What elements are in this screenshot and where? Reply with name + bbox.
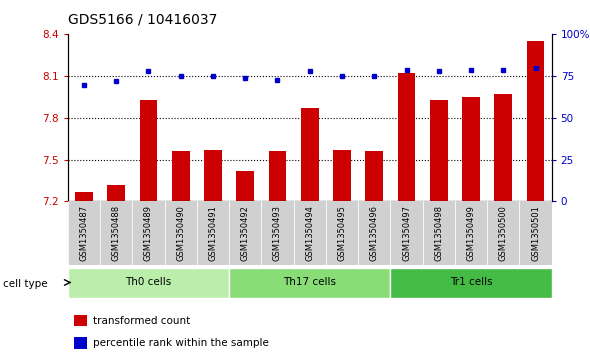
- Bar: [261, 201, 294, 265]
- Bar: [68, 269, 229, 298]
- Bar: [268, 151, 286, 201]
- Text: cell type: cell type: [3, 279, 48, 289]
- Text: GDS5166 / 10416037: GDS5166 / 10416037: [68, 13, 217, 27]
- Bar: [74, 315, 87, 326]
- Text: GSM1350495: GSM1350495: [337, 205, 346, 261]
- Bar: [462, 97, 480, 201]
- Bar: [229, 201, 261, 265]
- Bar: [326, 201, 358, 265]
- Text: percentile rank within the sample: percentile rank within the sample: [93, 338, 269, 348]
- Bar: [391, 269, 552, 298]
- Bar: [107, 185, 125, 201]
- Text: GSM1350497: GSM1350497: [402, 205, 411, 261]
- Text: GSM1350500: GSM1350500: [499, 205, 508, 261]
- Text: Tr1 cells: Tr1 cells: [450, 277, 492, 287]
- Text: GSM1350501: GSM1350501: [531, 205, 540, 261]
- Text: GSM1350494: GSM1350494: [305, 205, 314, 261]
- Text: GSM1350490: GSM1350490: [176, 205, 185, 261]
- Bar: [294, 201, 326, 265]
- Bar: [487, 201, 519, 265]
- Bar: [358, 201, 391, 265]
- Bar: [430, 100, 448, 201]
- Text: GSM1350496: GSM1350496: [370, 205, 379, 261]
- Bar: [519, 201, 552, 265]
- Text: GSM1350489: GSM1350489: [144, 205, 153, 261]
- Bar: [204, 150, 222, 201]
- Bar: [75, 192, 93, 201]
- Bar: [398, 73, 415, 201]
- Bar: [494, 94, 512, 201]
- Text: GSM1350491: GSM1350491: [208, 205, 218, 261]
- Bar: [333, 150, 351, 201]
- Bar: [301, 108, 319, 201]
- Text: GSM1350487: GSM1350487: [80, 205, 88, 261]
- Bar: [365, 151, 383, 201]
- Text: GSM1350499: GSM1350499: [467, 205, 476, 261]
- Bar: [165, 201, 197, 265]
- Bar: [391, 201, 422, 265]
- Bar: [197, 201, 229, 265]
- Bar: [527, 41, 545, 201]
- Bar: [237, 171, 254, 201]
- Text: GSM1350493: GSM1350493: [273, 205, 282, 261]
- Bar: [74, 337, 87, 348]
- Text: GSM1350498: GSM1350498: [434, 205, 443, 261]
- Text: GSM1350492: GSM1350492: [241, 205, 250, 261]
- Text: GSM1350488: GSM1350488: [112, 205, 121, 261]
- Bar: [172, 151, 189, 201]
- Bar: [140, 100, 158, 201]
- Bar: [422, 201, 455, 265]
- Text: Th0 cells: Th0 cells: [125, 277, 172, 287]
- Text: Th17 cells: Th17 cells: [283, 277, 336, 287]
- Bar: [68, 201, 100, 265]
- Bar: [132, 201, 165, 265]
- Bar: [229, 269, 391, 298]
- Bar: [100, 201, 132, 265]
- Text: transformed count: transformed count: [93, 315, 191, 326]
- Bar: [455, 201, 487, 265]
